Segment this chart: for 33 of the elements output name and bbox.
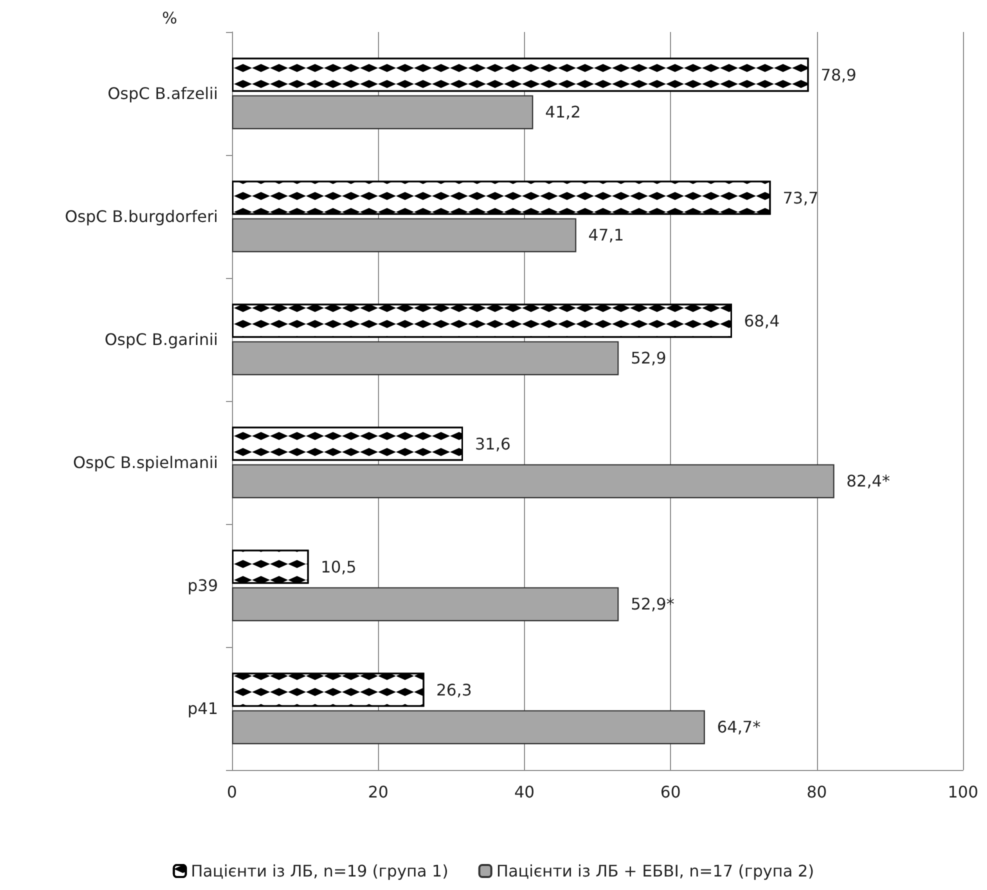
y-tick-label: OspC B.garinii: [104, 330, 218, 349]
x-tick-label: 0: [226, 782, 238, 802]
data-label: 73,7: [782, 188, 818, 208]
text: %: [162, 8, 178, 28]
bar: [232, 587, 619, 622]
legend-label: Пацієнти із ЛБ + ЕБВІ, n=17 (група 2): [496, 862, 814, 880]
bar: [232, 710, 705, 744]
y-tick-label: p41: [187, 699, 218, 718]
legend-label: Пацієнти із ЛБ, n=19 (група 1): [190, 862, 448, 880]
x-tick-label: 60: [660, 782, 681, 802]
data-label: 64,7*: [716, 718, 761, 737]
data-label: 31,6: [474, 434, 511, 454]
data-label: 47,1: [588, 226, 624, 245]
data-label: 52,9*: [630, 594, 674, 614]
data-label: 41,2: [545, 102, 581, 122]
data-label: 68,4: [744, 311, 780, 330]
x-tick-label: 80: [806, 782, 827, 802]
bar: [232, 341, 619, 376]
bar: [232, 95, 534, 130]
y-tick-label: OspC B.burgdorferi: [64, 207, 218, 226]
bar: [232, 218, 576, 252]
bar: [232, 464, 834, 498]
data-label: 10,5: [320, 557, 356, 576]
y-tick-label: p39: [187, 576, 218, 595]
data-label: 26,3: [436, 680, 472, 700]
data-label: 82,4*: [846, 472, 890, 491]
data-label: 52,9: [630, 348, 666, 368]
x-tick-label: 40: [514, 782, 535, 802]
y-tick-label: OspC B.afzelii: [108, 84, 218, 103]
x-tick-label: 20: [368, 782, 388, 802]
x-tick-label: 100: [948, 782, 978, 802]
data-label: 78,9: [820, 65, 856, 84]
y-tick-label: OspC B.spielmanii: [72, 453, 218, 472]
